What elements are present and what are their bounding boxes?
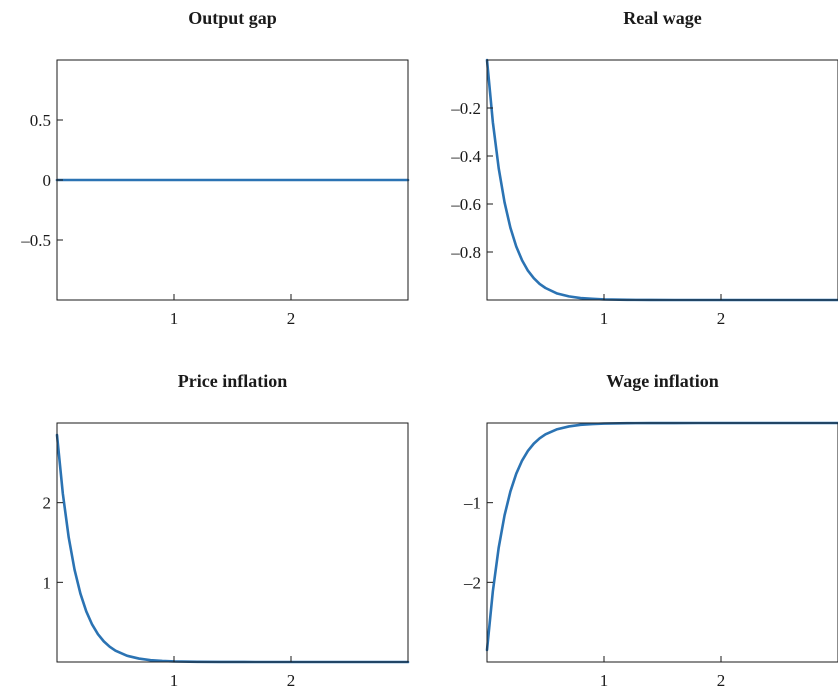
x-tick-label: 1: [170, 671, 179, 690]
panel-3: Price inflation 1 2 1 2: [43, 371, 410, 690]
y-tick-label: –0.6: [450, 195, 481, 214]
x-tick-label: 1: [170, 309, 179, 328]
x-tick-label: 2: [287, 309, 296, 328]
y-tick-label: –0.2: [450, 99, 481, 118]
y-tick-label: 0.5: [30, 111, 51, 130]
y-tick-label: –1: [463, 494, 481, 513]
x-tick-label: 2: [717, 671, 726, 690]
x-tick-label: 1: [600, 671, 609, 690]
x-tick-label: 1: [600, 309, 609, 328]
panel-title: Output gap: [188, 8, 277, 28]
plot-frame: [486, 59, 838, 301]
plot-frame: [56, 422, 409, 663]
panel-4: Wage inflation 1 2 –2 –1: [463, 371, 838, 690]
series-line: [485, 421, 838, 652]
y-tick-label: –2: [463, 573, 481, 592]
y-tick-label: –0.5: [20, 231, 51, 250]
panel-1: Output gap 1 2 –0.5 0 0.5: [20, 8, 410, 328]
plot-frame: [486, 422, 838, 663]
y-tick-label: –0.4: [450, 147, 481, 166]
series-line: [55, 433, 410, 664]
panel-title: Real wage: [623, 8, 701, 28]
y-tick-label: –0.8: [450, 243, 481, 262]
panel-title: Wage inflation: [606, 371, 719, 391]
x-tick-label: 2: [287, 671, 296, 690]
series-line: [485, 58, 838, 302]
y-tick-label: 0: [43, 171, 52, 190]
y-tick-label: 1: [43, 573, 52, 592]
y-tick-label: 2: [43, 494, 52, 513]
panel-2: Real wage 1 2 –0.8 –0.6 –0.4 –0.2: [450, 8, 838, 328]
panel-title: Price inflation: [178, 371, 287, 391]
x-tick-label: 2: [717, 309, 726, 328]
